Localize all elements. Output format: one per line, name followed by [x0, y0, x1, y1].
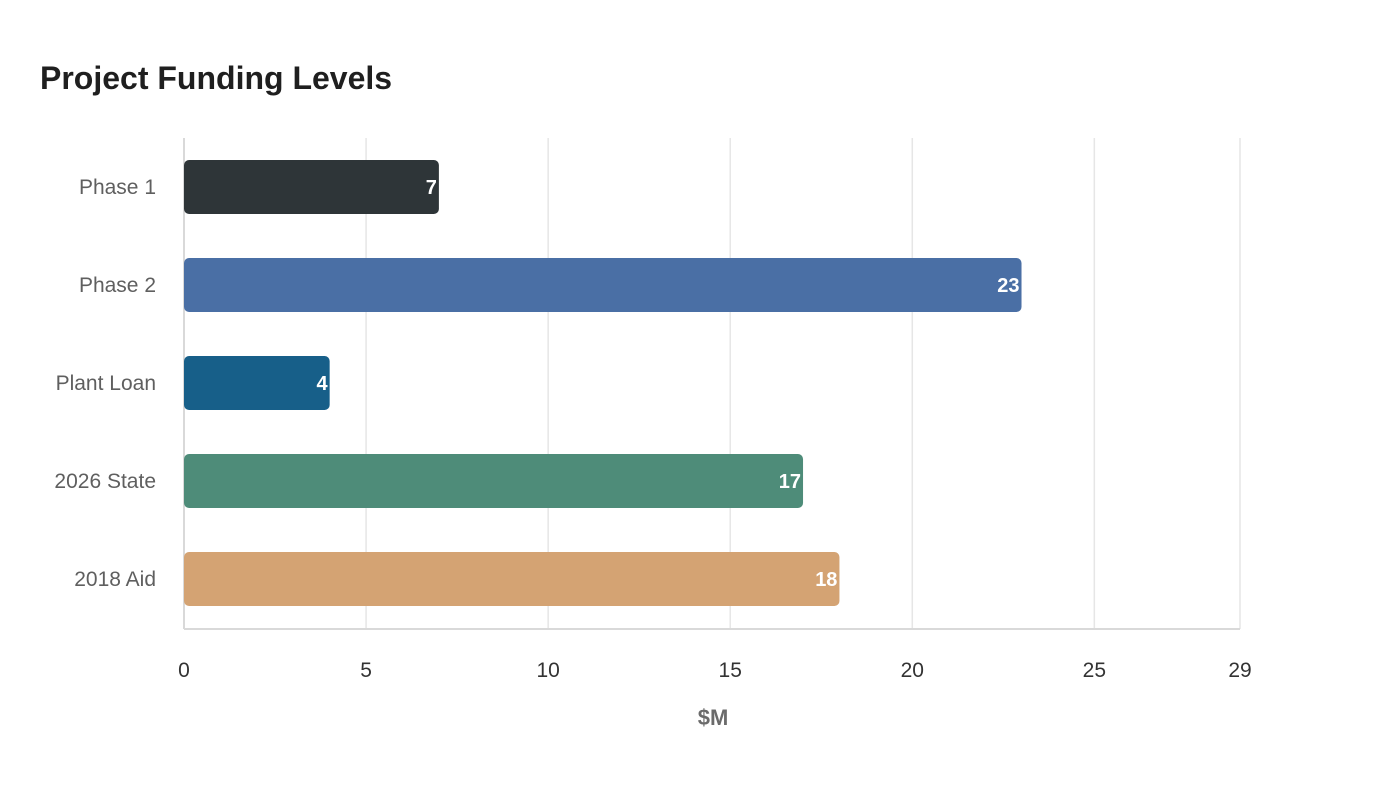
bar-value-label: 23 [997, 275, 1019, 297]
category-label: 2018 Aid [74, 568, 156, 591]
x-tick-label: 0 [178, 659, 190, 682]
x-tick-labels: 0 5 10 15 20 25 29 [178, 659, 1252, 682]
category-label: Plant Loan [56, 372, 156, 395]
x-tick-label: 25 [1083, 659, 1106, 682]
chart-title: Project Funding Levels [40, 60, 393, 96]
bar-group: 17 [184, 454, 804, 508]
category-label: Phase 1 [79, 176, 156, 199]
category-label: Phase 2 [79, 274, 156, 297]
bar [184, 356, 330, 410]
category-label: 2026 State [54, 470, 156, 493]
bar-value-label: 18 [815, 569, 837, 591]
bar-group: 4 [184, 356, 330, 410]
x-tick-label: 20 [901, 659, 924, 682]
bar-group: 18 [184, 552, 840, 606]
bar-group: 23 [184, 258, 1022, 312]
bar-value-label: 4 [317, 373, 329, 395]
bars: 7 23 4 17 18 [184, 160, 1022, 606]
bar-value-label: 17 [779, 471, 801, 493]
bar-group: 7 [184, 160, 439, 214]
x-tick-label: 5 [360, 659, 372, 682]
x-tick-label: 29 [1228, 659, 1251, 682]
x-axis-title: $M [698, 705, 729, 730]
bar [184, 258, 1022, 312]
x-tick-label: 15 [719, 659, 742, 682]
bar-value-label: 7 [426, 177, 437, 199]
bar [184, 552, 840, 606]
grid-lines [183, 138, 1241, 630]
bar [184, 160, 439, 214]
bar [184, 454, 804, 508]
x-tick-label: 10 [536, 659, 559, 682]
category-labels: Phase 1 Phase 2 Plant Loan 2026 State 2018 A… [54, 176, 156, 591]
